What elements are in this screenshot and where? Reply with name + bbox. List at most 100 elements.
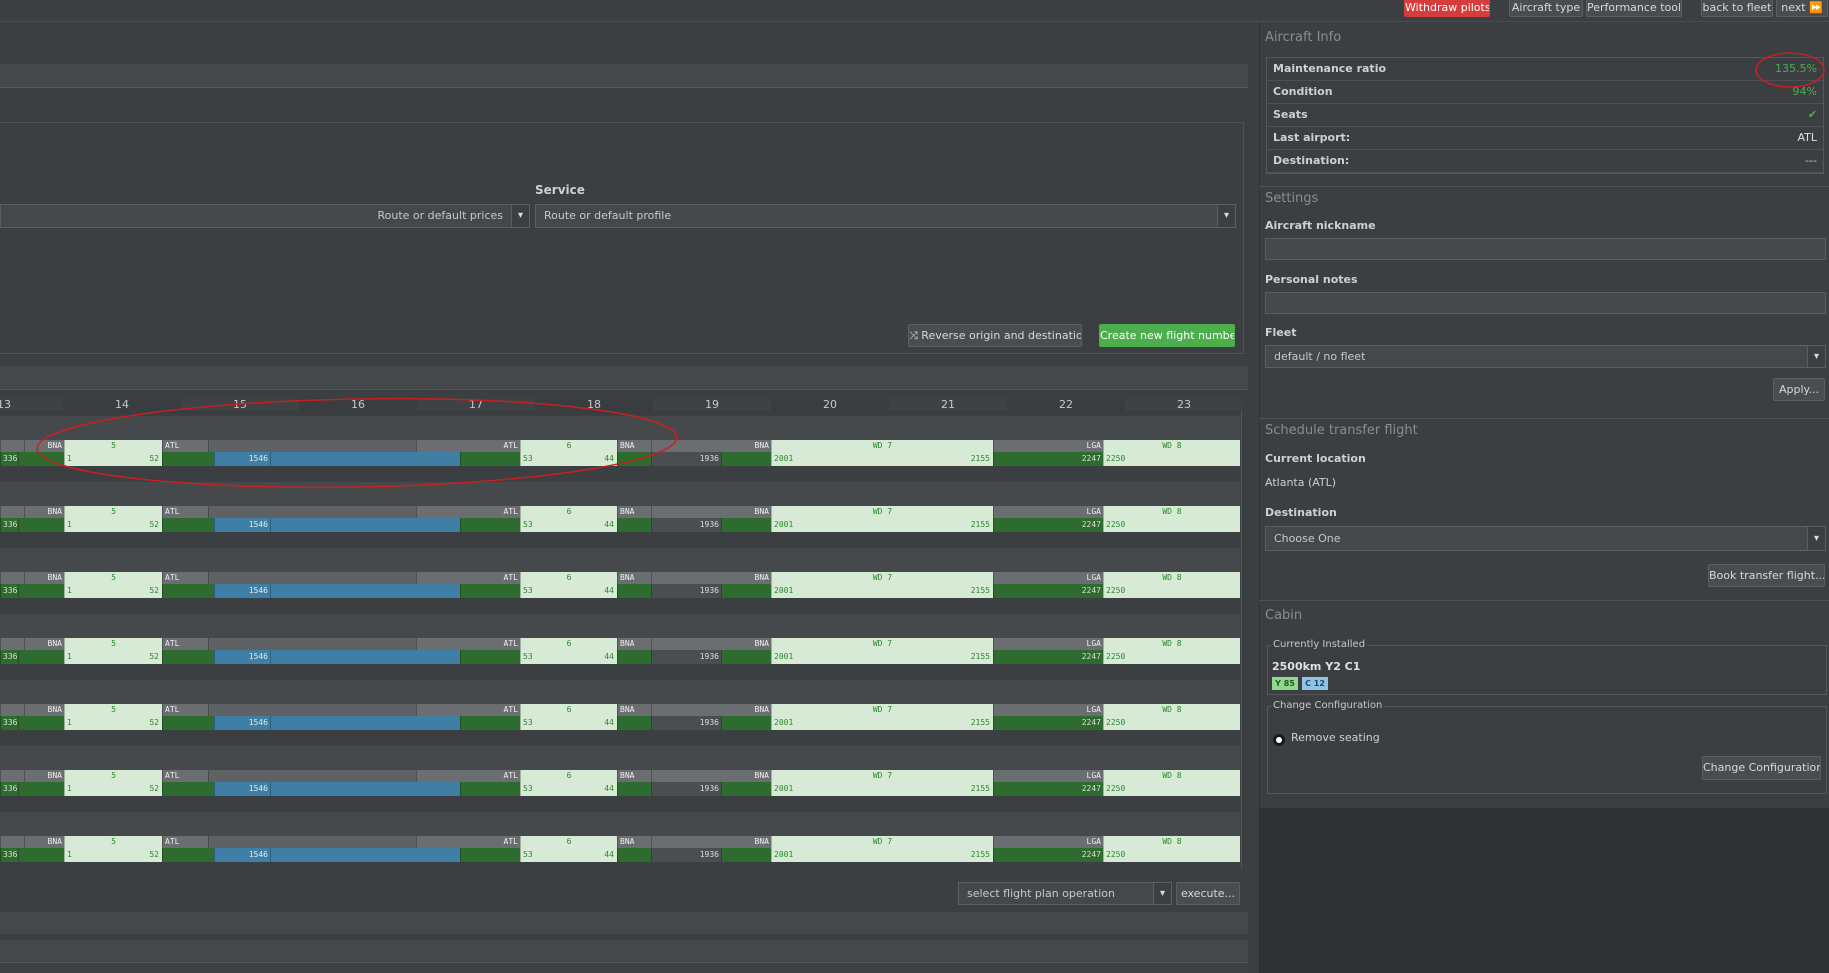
- flight-segment[interactable]: WD 8: [1103, 770, 1240, 782]
- info-key: Maintenance ratio: [1273, 62, 1387, 75]
- flight-segment[interactable]: 53: [520, 452, 617, 466]
- flight-segment[interactable]: WD 7: [771, 638, 993, 650]
- flight-segment[interactable]: 6: [520, 440, 617, 452]
- badge-economy: Y 85: [1272, 677, 1298, 690]
- flight-plan-operation-select[interactable]: select flight plan operation ▾: [958, 882, 1172, 905]
- flight-segment[interactable]: 1: [64, 650, 162, 664]
- flight-segment[interactable]: 53: [520, 518, 617, 532]
- flight-segment[interactable]: 6: [520, 704, 617, 716]
- flight-segment: ATL: [162, 704, 208, 716]
- flight-segment[interactable]: WD 8: [1103, 440, 1240, 452]
- flight-segment[interactable]: WD 8: [1103, 704, 1240, 716]
- flight-segment[interactable]: 6: [520, 506, 617, 518]
- flight-segment[interactable]: 1: [64, 848, 162, 862]
- service-label: Service: [535, 183, 585, 197]
- timeline-fill: [460, 716, 520, 730]
- flight-segment[interactable]: 2001: [771, 584, 993, 598]
- execute-button[interactable]: execute...: [1176, 882, 1240, 905]
- notes-input[interactable]: [1265, 292, 1826, 314]
- flight-segment[interactable]: 6: [520, 836, 617, 848]
- next-button[interactable]: next ⏩: [1776, 0, 1828, 17]
- flight-segment[interactable]: WD 7: [771, 440, 993, 452]
- info-key: Condition: [1273, 85, 1333, 98]
- flight-segment: ATL: [416, 704, 520, 716]
- apply-button[interactable]: Apply...: [1773, 378, 1825, 401]
- flight-segment[interactable]: 2001: [771, 716, 993, 730]
- destination-select[interactable]: Choose One ▾: [1265, 526, 1826, 551]
- flight-segment[interactable]: WD 7: [771, 770, 993, 782]
- segment-time: 44: [604, 586, 614, 595]
- flight-segment[interactable]: WD 7: [771, 506, 993, 518]
- flight-segment[interactable]: 2250: [1103, 518, 1240, 532]
- change-config-fieldset: [1267, 706, 1827, 794]
- flight-segment[interactable]: 5: [64, 704, 162, 716]
- flight-segment: BNA: [651, 440, 771, 452]
- flight-segment[interactable]: 2250: [1103, 848, 1240, 862]
- nickname-input[interactable]: [1265, 238, 1826, 260]
- aircraft-info-table: Maintenance ratio 135.5% Condition 94% Seats…: [1266, 57, 1824, 174]
- config-name: 2500km Y2 C1: [1272, 660, 1361, 673]
- create-flight-number-button[interactable]: Create new flight number: [1099, 324, 1235, 347]
- back-to-fleet-button[interactable]: back to fleet: [1701, 0, 1773, 17]
- prices-select[interactable]: Route or default prices ▾: [0, 204, 530, 228]
- flight-segment[interactable]: 5: [64, 440, 162, 452]
- segment-time: 52: [149, 586, 159, 595]
- flight-segment[interactable]: 1: [64, 584, 162, 598]
- flight-segment[interactable]: 2250: [1103, 584, 1240, 598]
- timeline-fill: [721, 650, 771, 664]
- flight-segment[interactable]: WD 8: [1103, 572, 1240, 584]
- flight-segment[interactable]: 5: [64, 836, 162, 848]
- aircraft-type-button[interactable]: Aircraft type: [1509, 0, 1583, 17]
- flight-segment: ATL: [162, 572, 208, 584]
- flight-segment[interactable]: 1: [64, 452, 162, 466]
- flight-segment[interactable]: WD 8: [1103, 836, 1240, 848]
- flight-segment[interactable]: 2001: [771, 650, 993, 664]
- fleet-select[interactable]: default / no fleet ▾: [1265, 345, 1826, 368]
- timeline-fill: [18, 848, 64, 862]
- performance-tool-button[interactable]: Performance tool: [1586, 0, 1682, 17]
- flight-segment[interactable]: 5: [64, 572, 162, 584]
- reverse-origin-destination-button[interactable]: ⤨ Reverse origin and destination: [908, 324, 1082, 347]
- flight-segment[interactable]: 2250: [1103, 650, 1240, 664]
- flight-segment[interactable]: 5: [64, 770, 162, 782]
- flight-segment[interactable]: 1: [64, 782, 162, 796]
- flight-segment[interactable]: 2001: [771, 782, 993, 796]
- flight-segment: 1936: [651, 848, 721, 862]
- flight-segment[interactable]: 2250: [1103, 782, 1240, 796]
- flight-segment[interactable]: WD 7: [771, 572, 993, 584]
- change-configuration-button[interactable]: Change Configuration: [1702, 756, 1821, 780]
- transfer-title: Schedule transfer flight: [1265, 423, 1418, 438]
- flight-segment[interactable]: 2001: [771, 848, 993, 862]
- flight-segment: 1546: [214, 848, 270, 862]
- remove-seating-label[interactable]: Remove seating: [1291, 731, 1380, 744]
- flight-segment[interactable]: 6: [520, 572, 617, 584]
- flight-segment[interactable]: 2001: [771, 452, 993, 466]
- flight-segment[interactable]: 53: [520, 650, 617, 664]
- flight-segment[interactable]: 53: [520, 848, 617, 862]
- flight-segment[interactable]: WD 8: [1103, 506, 1240, 518]
- flight-segment[interactable]: 6: [520, 770, 617, 782]
- withdraw-pilots-button[interactable]: Withdraw pilots: [1404, 0, 1490, 17]
- timeline-fill: [721, 848, 771, 862]
- flight-segment[interactable]: 1: [64, 716, 162, 730]
- flight-segment[interactable]: WD 7: [771, 836, 993, 848]
- flight-segment[interactable]: 53: [520, 584, 617, 598]
- flight-segment[interactable]: WD 8: [1103, 638, 1240, 650]
- flight-segment[interactable]: 2001: [771, 518, 993, 532]
- flight-segment[interactable]: 2250: [1103, 452, 1240, 466]
- flight-segment[interactable]: 53: [520, 782, 617, 796]
- flight-segment[interactable]: WD 7: [771, 704, 993, 716]
- timeline-fill: [721, 782, 771, 796]
- flight-segment[interactable]: 5: [64, 506, 162, 518]
- chevron-down-icon: ▾: [1807, 346, 1825, 367]
- flight-segment[interactable]: 53: [520, 716, 617, 730]
- flight-segment[interactable]: 6: [520, 638, 617, 650]
- flight-segment[interactable]: 2250: [1103, 716, 1240, 730]
- chevron-down-icon: ▾: [1807, 527, 1825, 550]
- timeline-fill: [270, 716, 460, 730]
- flight-segment[interactable]: 5: [64, 638, 162, 650]
- remove-seating-radio[interactable]: [1273, 734, 1285, 746]
- flight-segment[interactable]: 1: [64, 518, 162, 532]
- book-transfer-button[interactable]: Book transfer flight...: [1708, 564, 1825, 587]
- profile-select[interactable]: Route or default profile ▾: [535, 204, 1236, 228]
